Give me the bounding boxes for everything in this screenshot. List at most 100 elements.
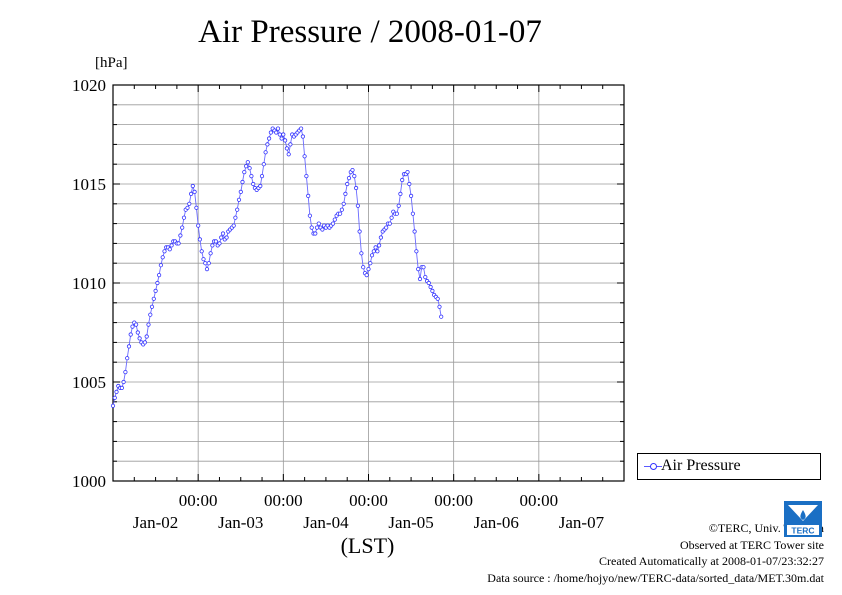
data-point — [423, 274, 428, 280]
data-point — [384, 225, 389, 230]
data-point — [199, 249, 204, 254]
data-point — [146, 322, 151, 327]
data-point — [247, 166, 252, 171]
data-point — [149, 304, 155, 309]
data-point — [375, 249, 380, 254]
y-tick-label: 1005 — [72, 373, 106, 392]
data-point — [249, 174, 254, 179]
data-point — [376, 243, 382, 248]
data-point — [169, 243, 174, 248]
data-point — [396, 203, 401, 208]
data-point — [378, 235, 383, 240]
data-point — [314, 225, 320, 230]
data-point — [210, 243, 215, 248]
data-point — [341, 201, 346, 206]
data-point — [151, 296, 156, 301]
data-point — [288, 142, 293, 147]
data-point — [313, 231, 318, 236]
data-point — [412, 229, 417, 234]
data-point — [306, 193, 311, 198]
data-point — [242, 170, 247, 175]
data-point — [203, 261, 208, 266]
data-point — [307, 213, 312, 218]
x-tick-time-label: 00:00 — [349, 491, 388, 510]
data-point — [204, 266, 210, 272]
y-tick-label: 1020 — [72, 76, 106, 95]
data-point — [114, 389, 119, 394]
data-point — [158, 263, 163, 268]
data-point — [219, 235, 224, 240]
data-point — [282, 138, 288, 143]
data-point — [125, 356, 130, 361]
data-point — [123, 369, 128, 375]
data-point — [266, 136, 272, 141]
data-point — [178, 233, 183, 238]
data-point — [236, 197, 242, 202]
x-date-label: Jan-03 — [218, 513, 263, 532]
data-point — [251, 181, 256, 187]
credit-copyright: ©TERC, Univ. Tsukuba — [708, 521, 824, 535]
data-point — [281, 132, 286, 137]
data-point — [258, 183, 263, 189]
y-axis-unit-label: [hPa] — [95, 55, 128, 71]
data-point — [213, 239, 218, 244]
data-point — [274, 130, 279, 135]
data-point — [196, 223, 201, 228]
data-point — [421, 265, 426, 270]
data-point — [366, 266, 371, 272]
data-point — [233, 215, 238, 220]
data-point — [368, 261, 373, 266]
data-point — [346, 176, 352, 181]
data-point — [194, 205, 199, 210]
data-point — [400, 177, 405, 183]
data-point — [302, 154, 307, 159]
data-point — [160, 255, 165, 260]
data-point — [316, 221, 321, 226]
data-point — [304, 174, 309, 179]
data-point — [339, 207, 344, 212]
chart-title: Air Pressure / 2008-01-07 — [198, 14, 542, 50]
data-point — [261, 162, 266, 167]
data-point — [337, 211, 343, 216]
data-point — [353, 185, 359, 191]
x-date-label: Jan-05 — [388, 513, 433, 532]
data-point — [144, 334, 149, 339]
data-point — [414, 249, 419, 254]
data-point — [224, 235, 229, 240]
data-point — [361, 265, 366, 270]
data-point — [119, 385, 125, 390]
data-point — [208, 251, 213, 256]
data-point — [439, 314, 444, 319]
credits-block: ©TERC, Univ. Tsukuba Observed at TERC To… — [487, 520, 824, 586]
y-tick-label: 1010 — [72, 274, 106, 293]
chart-axes — [112, 84, 625, 482]
data-point — [190, 183, 195, 189]
data-point — [428, 284, 433, 290]
data-point — [110, 403, 116, 408]
data-point — [126, 344, 132, 349]
data-point — [189, 191, 194, 196]
y-tick-label: 1000 — [72, 472, 106, 491]
data-point — [240, 179, 245, 185]
data-point — [185, 205, 190, 210]
data-point — [153, 288, 158, 293]
data-point — [167, 247, 172, 252]
data-point — [387, 221, 392, 226]
credit-created-time: Created Automatically at 2008-01-07/23:3… — [599, 554, 824, 568]
data-point — [128, 332, 133, 337]
x-date-label: Jan-02 — [133, 513, 178, 532]
data-point — [231, 223, 236, 228]
data-point — [408, 193, 414, 198]
data-point — [135, 330, 140, 335]
series-line-air-pressure — [112, 127, 442, 406]
data-point — [416, 266, 421, 272]
data-point — [332, 217, 337, 222]
data-point — [244, 164, 249, 169]
data-point — [389, 215, 394, 220]
data-point — [417, 276, 423, 282]
x-axis-label: (LST) — [341, 533, 395, 558]
data-point — [201, 257, 206, 262]
x-tick-time-label: 00:00 — [434, 491, 473, 510]
data-point — [265, 142, 270, 147]
